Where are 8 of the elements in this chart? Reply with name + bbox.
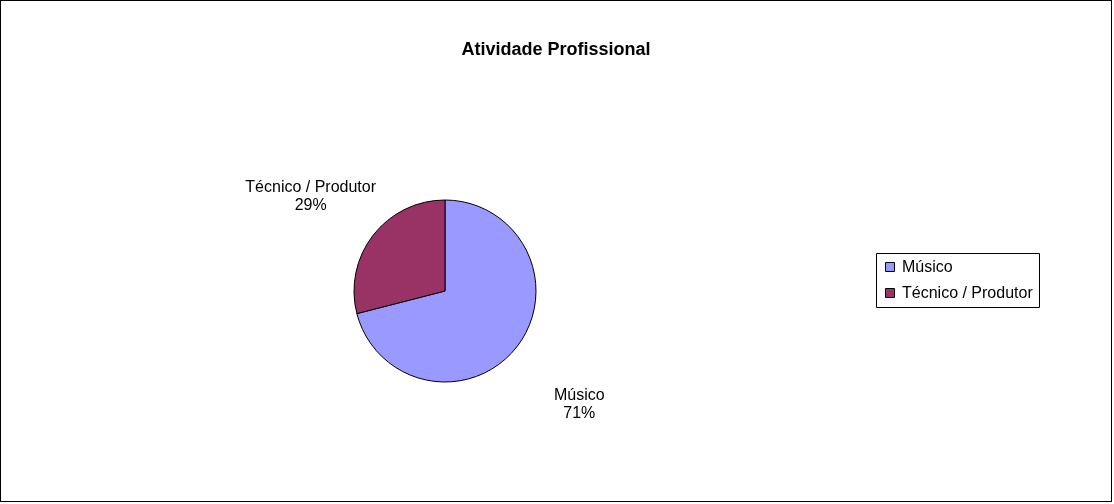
chart-title: Atividade Profissional [461, 39, 651, 59]
data-label: 29% [294, 195, 327, 213]
data-label: 71% [563, 404, 596, 422]
legend-label: Técnico / Produtor [902, 284, 1034, 301]
slice-label: Técnico / Produtor [245, 177, 377, 195]
legend-label: Músico [902, 258, 953, 275]
slice-label: Músico [553, 386, 605, 404]
pie-slice [356, 199, 537, 383]
